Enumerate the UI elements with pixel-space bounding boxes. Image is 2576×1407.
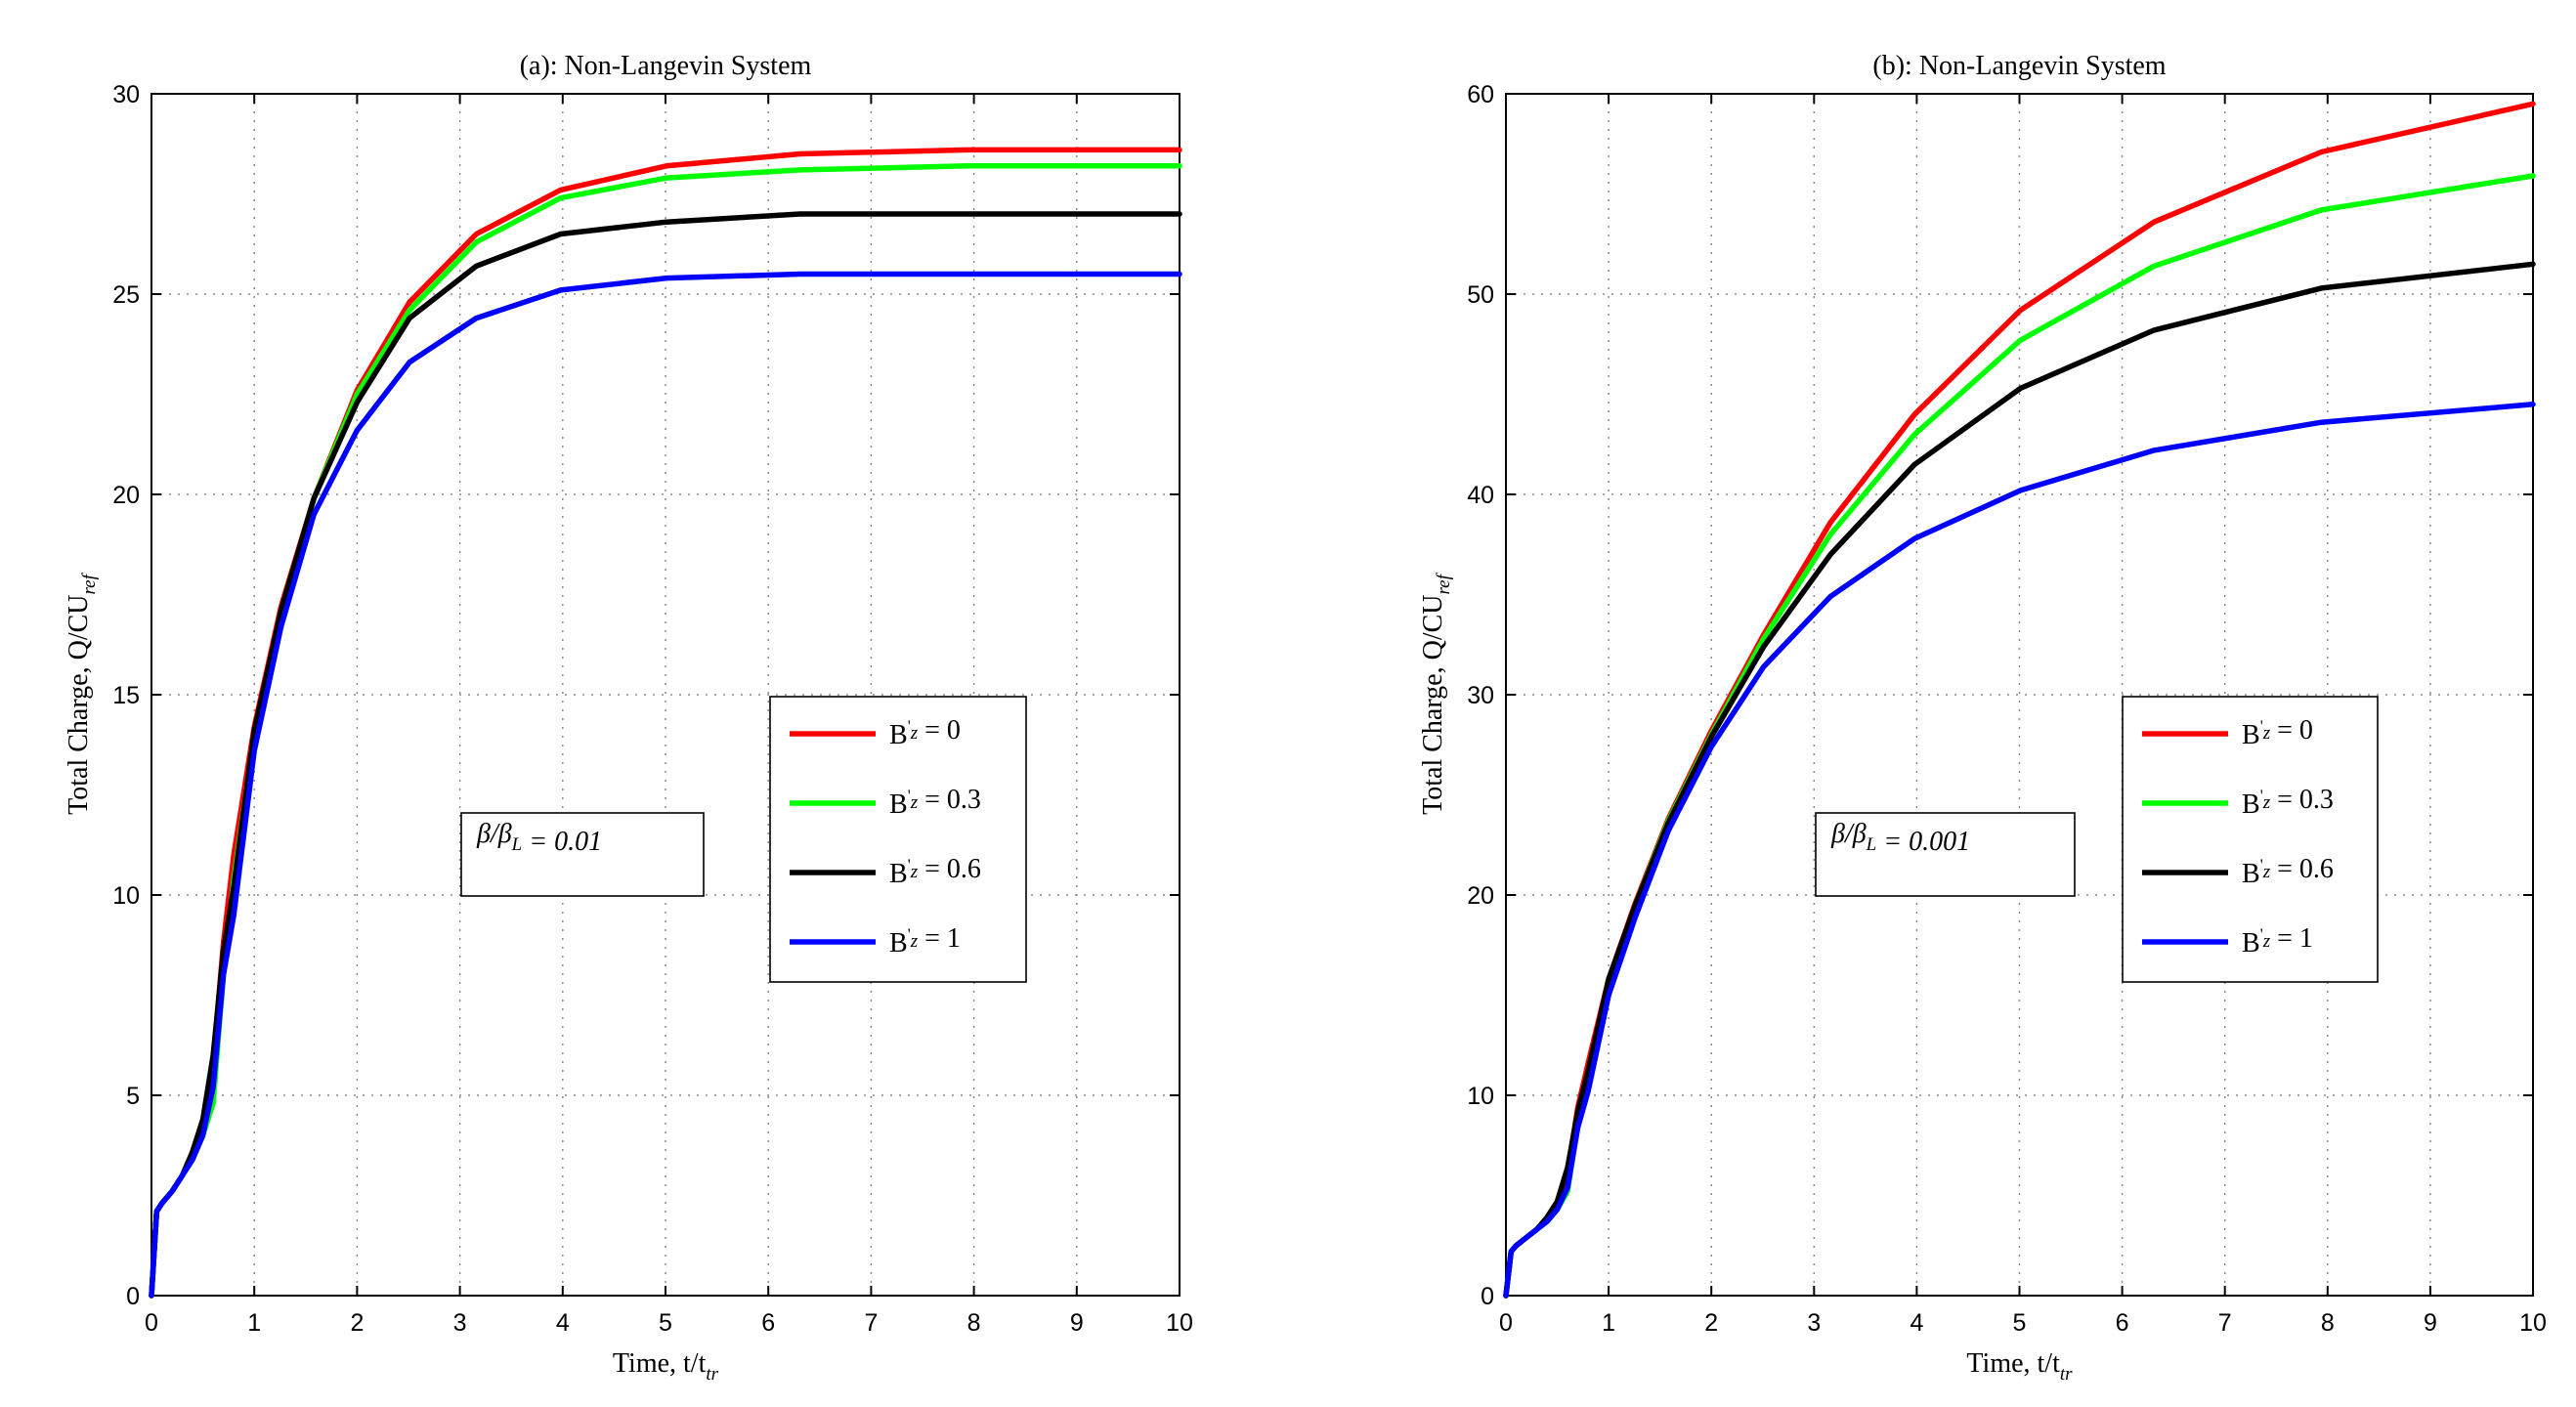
y-tick-label: 25 — [112, 281, 140, 309]
legend-label: B'z = 0.6 — [889, 854, 981, 889]
x-tick-label: 7 — [2218, 1309, 2232, 1337]
chart-title: (a): Non-Langevin System — [520, 51, 812, 81]
x-tick-label: 6 — [761, 1309, 775, 1337]
y-tick-label: 0 — [126, 1283, 140, 1310]
chart-panel-b: 0 1 2 3 4 5 6 7 8 9 10 0 10 20 30 40 50 60 (b): Non-Langev… — [1418, 51, 2547, 1385]
x-tick-label: 3 — [1807, 1309, 1821, 1337]
y-tick-label: 20 — [1467, 882, 1494, 910]
legend-label: B'z = 0.3 — [2242, 785, 2334, 820]
x-tick-label: 2 — [1704, 1309, 1718, 1337]
x-tick-label: 5 — [659, 1309, 672, 1337]
legend-label: B'z = 0 — [2242, 715, 2313, 750]
y-tick-label: 10 — [112, 882, 140, 910]
x-tick-label: 9 — [1070, 1309, 1084, 1337]
x-tick-label: 0 — [1499, 1309, 1513, 1337]
y-tick-label: 20 — [112, 482, 140, 509]
legend-label: B'z = 0 — [889, 715, 961, 750]
x-tick-label: 4 — [556, 1309, 570, 1337]
x-tick-label: 2 — [350, 1309, 364, 1337]
x-tick-label: 9 — [2424, 1309, 2437, 1337]
legend-box — [769, 696, 1027, 983]
legend-label: B'z = 0.6 — [2242, 854, 2334, 889]
y-tick-label: 5 — [126, 1083, 140, 1110]
x-tick-label: 10 — [1166, 1309, 1193, 1337]
x-tick-label: 10 — [2519, 1309, 2547, 1337]
x-tick-label: 7 — [864, 1309, 878, 1337]
x-tick-label: 4 — [1910, 1309, 1923, 1337]
y-tick-label: 0 — [1481, 1283, 1494, 1310]
chart-panel-a: 0 1 2 3 4 5 6 7 8 9 10 0 5 10 15 20 25 30 (a): Non-Langevi… — [64, 51, 1193, 1385]
y-tick-label: 30 — [112, 81, 140, 108]
x-tick-label: 6 — [2116, 1309, 2129, 1337]
x-tick-label: 1 — [1602, 1309, 1615, 1337]
legend-box — [2122, 696, 2379, 983]
legend-label: B'z = 1 — [2242, 923, 2313, 959]
y-tick-label: 60 — [1467, 81, 1494, 108]
x-tick-label: 5 — [2013, 1309, 2027, 1337]
legend-label: B'z = 0.3 — [889, 785, 981, 820]
y-tick-label: 40 — [1467, 482, 1494, 509]
y-tick-label: 15 — [112, 682, 140, 709]
x-tick-label: 8 — [2321, 1309, 2335, 1337]
x-tick-label: 1 — [247, 1309, 261, 1337]
x-tick-label: 8 — [967, 1309, 981, 1337]
y-tick-label: 30 — [1467, 682, 1494, 709]
legend-label: B'z = 1 — [889, 923, 961, 959]
y-axis-label: Total Charge, Q/CUref — [1418, 572, 1454, 815]
series-line-3 — [1503, 402, 2536, 1299]
annotation-box — [1815, 812, 2076, 897]
x-axis-label: Time, t/ttr — [1966, 1348, 2073, 1385]
x-tick-label: 0 — [145, 1309, 158, 1337]
y-tick-label: 10 — [1467, 1083, 1494, 1110]
y-tick-label: 50 — [1467, 281, 1494, 309]
x-tick-label: 3 — [453, 1309, 467, 1337]
chart-title: (b): Non-Langevin System — [1872, 51, 2166, 81]
y-axis-label: Total Charge, Q/CUref — [64, 572, 100, 815]
annotation-text: β/βL = 0.001 — [1830, 819, 1970, 857]
series-line-3 — [149, 271, 1182, 1299]
x-axis-label: Time, t/ttr — [613, 1348, 719, 1385]
annotation-text: β/βL = 0.01 — [476, 819, 602, 857]
annotation-box — [460, 812, 705, 897]
